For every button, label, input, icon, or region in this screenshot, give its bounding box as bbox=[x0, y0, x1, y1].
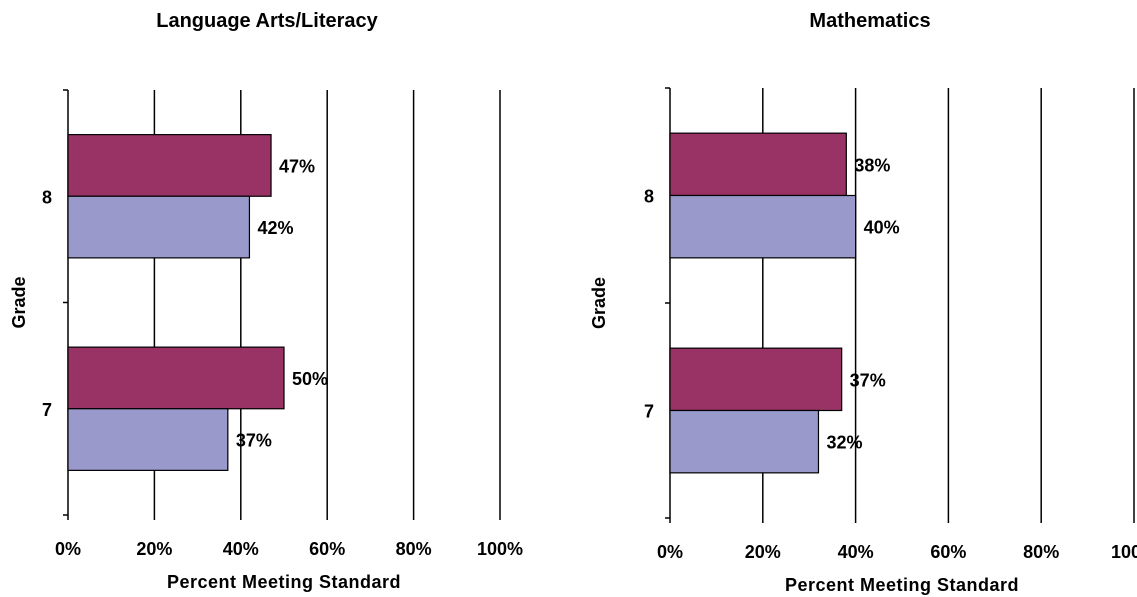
x-tick-label: 40% bbox=[223, 539, 259, 559]
x-tick-label: 0% bbox=[657, 542, 683, 562]
bar bbox=[669, 409, 820, 474]
bar bbox=[669, 194, 857, 259]
y-tick-label: 8 bbox=[42, 187, 52, 207]
x-tick-label: 60% bbox=[309, 539, 345, 559]
x-tick-label: 100% bbox=[1111, 542, 1137, 562]
chart-svg: 0% 20% 40% 60% 80% 100% 7 37% 32% 8 38% 40% Percent … bbox=[589, 87, 1137, 595]
data-label: 40% bbox=[864, 218, 900, 238]
bar bbox=[669, 347, 843, 412]
bar bbox=[67, 195, 251, 259]
data-label: 37% bbox=[850, 370, 886, 390]
x-tick-label: 60% bbox=[930, 542, 966, 562]
x-axis-label: Percent Meeting Standard bbox=[785, 575, 1019, 595]
data-label: 42% bbox=[257, 218, 293, 238]
data-label: 38% bbox=[854, 155, 890, 175]
chart-panel-mathematics: Mathematics 0% 20% 40% 60% 80% 100% 7 37% 32% 8 38… bbox=[580, 0, 1137, 597]
chart-title: Language Arts/Literacy bbox=[156, 10, 378, 32]
y-axis-label: Grade bbox=[9, 276, 29, 328]
x-tick-label: 40% bbox=[838, 542, 874, 562]
y-tick-label: 7 bbox=[644, 402, 654, 422]
chart-panel-language-arts: Language Arts/Literacy 0% 20% 40% 60% 80% 100… bbox=[0, 0, 560, 597]
chart-title: Mathematics bbox=[809, 10, 931, 32]
y-axis-label: Grade bbox=[589, 277, 609, 329]
bar bbox=[67, 346, 285, 410]
data-label: 50% bbox=[292, 369, 328, 389]
x-tick-label: 80% bbox=[1023, 542, 1059, 562]
data-label: 37% bbox=[236, 431, 272, 451]
x-tick-label: 0% bbox=[55, 539, 81, 559]
bar bbox=[67, 134, 272, 197]
y-tick-label: 7 bbox=[42, 400, 52, 420]
x-tick-label: 20% bbox=[136, 539, 172, 559]
x-tick-label: 100% bbox=[477, 539, 523, 559]
data-label: 47% bbox=[279, 156, 315, 176]
data-label: 32% bbox=[826, 433, 862, 453]
bar bbox=[669, 132, 847, 197]
bar bbox=[67, 408, 229, 471]
x-tick-label: 20% bbox=[745, 542, 781, 562]
y-tick-label: 8 bbox=[644, 187, 654, 207]
x-axis-label: Percent Meeting Standard bbox=[167, 572, 401, 592]
x-tick-label: 80% bbox=[396, 539, 432, 559]
chart-svg: 0% 20% 40% 60% 80% 100% 7 50% 37% 8 47% 42% Percent … bbox=[9, 89, 523, 592]
